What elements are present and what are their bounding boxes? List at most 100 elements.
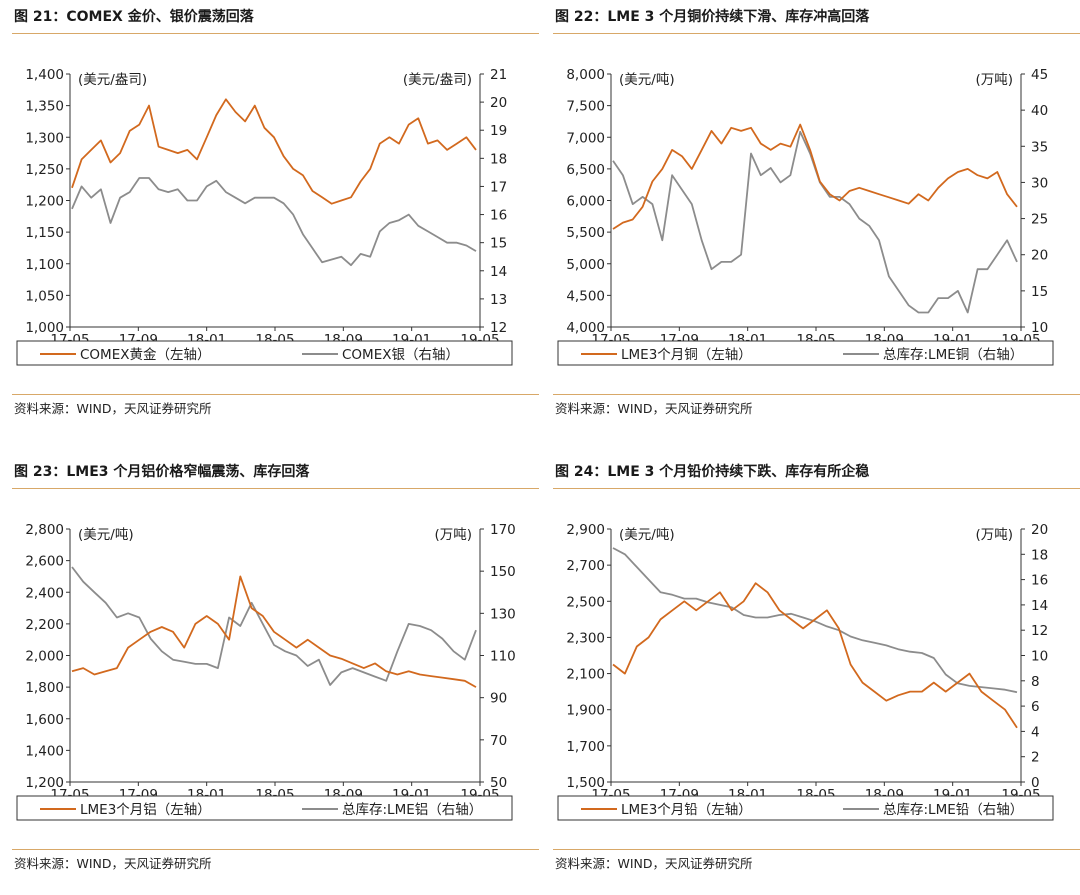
left-unit-label: (美元/吨) bbox=[78, 527, 134, 543]
left-tick-label: 1,700 bbox=[566, 739, 605, 755]
source-note: 资料来源：WIND，天风证券研究所 bbox=[12, 394, 539, 422]
left-tick-label: 1,900 bbox=[566, 703, 605, 719]
legend-label: LME3个月铝（左轴） bbox=[80, 802, 211, 818]
right-tick-label: 12 bbox=[1031, 623, 1048, 639]
left-tick-label: 7,000 bbox=[566, 130, 605, 146]
right-tick-label: 30 bbox=[1031, 175, 1048, 191]
right-tick-label: 170 bbox=[490, 522, 516, 538]
left-tick-label: 1,150 bbox=[25, 225, 64, 241]
legend-label: 总库存:LME铅（右轴） bbox=[883, 802, 1023, 818]
chart-panel-3: 图 23：LME3 个月铝价格窄幅震荡、库存回落 1,200 1,400 1,600… bbox=[12, 455, 539, 895]
left-tick-label: 2,600 bbox=[25, 554, 64, 570]
chart-title: 图 21：COMEX 金价、银价震荡回落 bbox=[12, 0, 539, 34]
legend-label: 总库存:LME铜（右轴） bbox=[883, 347, 1023, 363]
left-tick-label: 6,000 bbox=[566, 194, 605, 210]
left-tick-label: 4,000 bbox=[566, 320, 605, 336]
right-unit-label: (美元/盎司) bbox=[403, 72, 472, 88]
right-tick-label: 2 bbox=[1031, 750, 1040, 766]
right-tick-label: 15 bbox=[490, 236, 507, 252]
chart-svg: 4,000 4,500 5,000 5,500 6,000 6,500 7,000 7,500… bbox=[557, 67, 1054, 366]
left-tick-label: 2,000 bbox=[25, 649, 64, 665]
right-tick-label: 90 bbox=[490, 691, 507, 707]
stock-series-line bbox=[612, 547, 1018, 694]
right-tick-label: 18 bbox=[490, 151, 507, 167]
left-tick-label: 1,500 bbox=[566, 775, 605, 791]
right-tick-label: 70 bbox=[490, 733, 507, 749]
right-tick-label: 6 bbox=[1031, 699, 1040, 715]
left-tick-label: 6,500 bbox=[566, 162, 605, 178]
chart-svg: 1,200 1,400 1,600 1,800 2,000 2,200 2,400 2,600… bbox=[16, 522, 516, 821]
legend-label: LME3个月铜（左轴） bbox=[621, 347, 752, 363]
left-tick-label: 1,400 bbox=[25, 67, 64, 83]
right-unit-label: (万吨) bbox=[975, 72, 1013, 88]
left-tick-label: 1,300 bbox=[25, 130, 64, 146]
legend-box bbox=[557, 340, 1054, 366]
right-tick-label: 4 bbox=[1031, 724, 1040, 740]
legend-label: COMEX银（右轴） bbox=[342, 347, 459, 363]
right-unit-label: (万吨) bbox=[975, 527, 1013, 543]
left-tick-label: 2,800 bbox=[25, 522, 64, 538]
price-series-line bbox=[612, 123, 1018, 230]
left-tick-label: 5,500 bbox=[566, 225, 605, 241]
right-tick-label: 35 bbox=[1031, 139, 1048, 155]
right-tick-label: 20 bbox=[1031, 248, 1048, 264]
right-tick-label: 8 bbox=[1031, 674, 1040, 690]
right-tick-label: 12 bbox=[490, 320, 507, 336]
left-tick-label: 1,800 bbox=[25, 680, 64, 696]
legend-label: LME3个月铅（左轴） bbox=[621, 802, 752, 818]
right-tick-label: 110 bbox=[490, 649, 516, 665]
chart-svg: 1,500 1,700 1,900 2,100 2,300 2,500 2,700 2,900… bbox=[557, 522, 1054, 821]
left-tick-label: 1,100 bbox=[25, 257, 64, 273]
right-tick-label: 21 bbox=[490, 67, 507, 83]
right-tick-label: 14 bbox=[1031, 598, 1048, 614]
left-tick-label: 2,700 bbox=[566, 558, 605, 574]
right-tick-label: 0 bbox=[1031, 775, 1040, 791]
right-tick-label: 50 bbox=[490, 775, 507, 791]
chart-title: 图 23：LME3 个月铝价格窄幅震荡、库存回落 bbox=[12, 455, 539, 489]
left-tick-label: 5,000 bbox=[566, 257, 605, 273]
right-unit-label: (万吨) bbox=[434, 527, 472, 543]
legend-label: COMEX黄金（左轴） bbox=[80, 347, 210, 363]
left-tick-label: 8,000 bbox=[566, 67, 605, 83]
left-tick-label: 1,000 bbox=[25, 320, 64, 336]
right-tick-label: 17 bbox=[490, 179, 507, 195]
left-tick-label: 1,200 bbox=[25, 194, 64, 210]
stock-series-line bbox=[71, 566, 477, 686]
left-tick-label: 4,500 bbox=[566, 288, 605, 304]
stock-series-line bbox=[71, 177, 477, 267]
right-tick-label: 16 bbox=[1031, 573, 1048, 589]
left-tick-label: 1,400 bbox=[25, 743, 64, 759]
right-tick-label: 150 bbox=[490, 564, 516, 580]
right-tick-label: 14 bbox=[490, 264, 507, 280]
chart-panel-1: 图 21：COMEX 金价、银价震荡回落 1,000 1,050 1,100 1,15… bbox=[12, 0, 539, 440]
right-tick-label: 18 bbox=[1031, 547, 1048, 563]
legend-box bbox=[16, 340, 513, 366]
legend-label: 总库存:LME铝（右轴） bbox=[342, 802, 482, 818]
left-tick-label: 2,100 bbox=[566, 667, 605, 683]
left-tick-label: 2,900 bbox=[566, 522, 605, 538]
right-tick-label: 40 bbox=[1031, 103, 1048, 119]
left-tick-label: 2,400 bbox=[25, 585, 64, 601]
chart-title: 图 24：LME 3 个月铅价持续下跌、库存有所企稳 bbox=[553, 455, 1080, 489]
left-tick-label: 1,350 bbox=[25, 99, 64, 115]
left-unit-label: (美元/盎司) bbox=[78, 72, 147, 88]
source-note: 资料来源：WIND，天风证券研究所 bbox=[12, 849, 539, 877]
stock-series-line bbox=[612, 130, 1018, 314]
left-tick-label: 2,200 bbox=[25, 617, 64, 633]
left-tick-label: 2,300 bbox=[566, 630, 605, 646]
left-tick-label: 1,600 bbox=[25, 712, 64, 728]
right-tick-label: 10 bbox=[1031, 649, 1048, 665]
source-note: 资料来源：WIND，天风证券研究所 bbox=[553, 849, 1080, 877]
left-tick-label: 2,500 bbox=[566, 594, 605, 610]
left-tick-label: 1,250 bbox=[25, 162, 64, 178]
chart-panel-2: 图 22：LME 3 个月铜价持续下滑、库存冲高回落 4,000 4,500 5,0… bbox=[553, 0, 1080, 440]
right-tick-label: 19 bbox=[490, 123, 507, 139]
right-tick-label: 13 bbox=[490, 292, 507, 308]
left-tick-label: 7,500 bbox=[566, 99, 605, 115]
legend-box bbox=[557, 795, 1054, 821]
right-tick-label: 10 bbox=[1031, 320, 1048, 336]
right-tick-label: 45 bbox=[1031, 67, 1048, 83]
right-tick-label: 130 bbox=[490, 606, 516, 622]
left-unit-label: (美元/吨) bbox=[619, 72, 675, 88]
left-unit-label: (美元/吨) bbox=[619, 527, 675, 543]
